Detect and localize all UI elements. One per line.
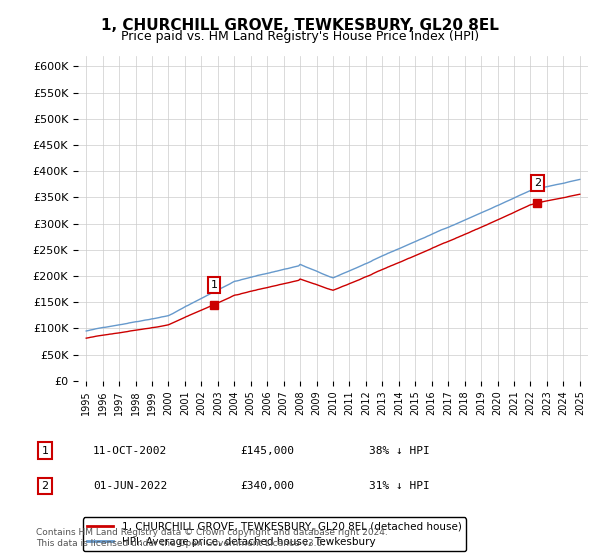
Text: £340,000: £340,000 [240,481,294,491]
Text: Contains HM Land Registry data © Crown copyright and database right 2024.
This d: Contains HM Land Registry data © Crown c… [36,528,388,548]
Legend: 1, CHURCHILL GROVE, TEWKESBURY, GL20 8EL (detached house), HPI: Average price, d: 1, CHURCHILL GROVE, TEWKESBURY, GL20 8EL… [83,517,466,551]
Text: 1, CHURCHILL GROVE, TEWKESBURY, GL20 8EL: 1, CHURCHILL GROVE, TEWKESBURY, GL20 8EL [101,18,499,33]
Text: 1: 1 [41,446,49,456]
Text: 2: 2 [534,178,541,188]
Text: Price paid vs. HM Land Registry's House Price Index (HPI): Price paid vs. HM Land Registry's House … [121,30,479,43]
Text: 38% ↓ HPI: 38% ↓ HPI [369,446,430,456]
Text: 01-JUN-2022: 01-JUN-2022 [93,481,167,491]
Text: 31% ↓ HPI: 31% ↓ HPI [369,481,430,491]
Text: 1: 1 [211,280,218,290]
Text: 11-OCT-2002: 11-OCT-2002 [93,446,167,456]
Text: 2: 2 [41,481,49,491]
Text: £145,000: £145,000 [240,446,294,456]
